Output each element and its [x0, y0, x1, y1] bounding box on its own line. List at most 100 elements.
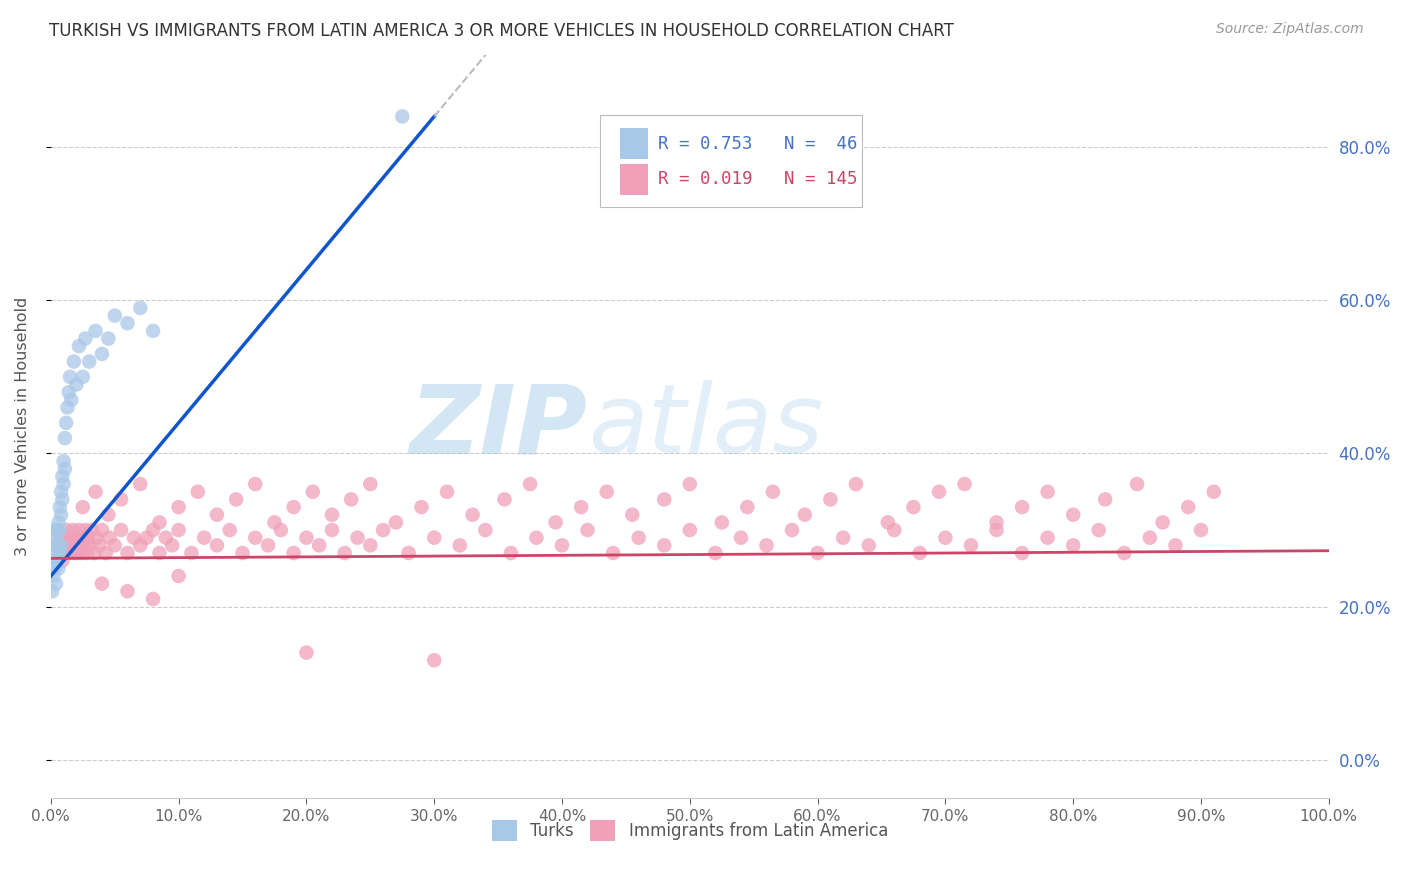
- Point: [1152, 516, 1174, 530]
- Point: [423, 531, 446, 545]
- Point: [49, 546, 72, 560]
- Point: [762, 484, 785, 499]
- Point: [65, 538, 87, 552]
- Point: [117, 584, 139, 599]
- Point: [129, 538, 152, 552]
- Point: [84, 484, 107, 499]
- Point: [48, 516, 70, 530]
- Point: [48, 538, 70, 552]
- Point: [928, 484, 950, 499]
- Point: [142, 523, 165, 537]
- Point: [97, 508, 120, 522]
- Point: [385, 516, 408, 530]
- Point: [52, 477, 75, 491]
- Point: [52, 538, 75, 552]
- Point: [908, 546, 931, 560]
- Text: atlas: atlas: [588, 380, 823, 473]
- Point: [461, 508, 484, 522]
- Point: [627, 531, 650, 545]
- Point: [117, 546, 139, 560]
- Point: [46, 523, 69, 537]
- Point: [205, 538, 228, 552]
- Point: [321, 508, 343, 522]
- Point: [45, 576, 67, 591]
- Point: [652, 538, 675, 552]
- Point: [494, 492, 516, 507]
- Point: [1114, 546, 1136, 560]
- Point: [91, 347, 114, 361]
- Point: [104, 309, 127, 323]
- Point: [59, 531, 82, 545]
- Point: [104, 538, 127, 552]
- Point: [1094, 492, 1116, 507]
- Point: [49, 484, 72, 499]
- Point: [295, 646, 318, 660]
- Point: [793, 508, 815, 522]
- Y-axis label: 3 or more Vehicles in Household: 3 or more Vehicles in Household: [15, 297, 30, 557]
- Point: [44, 523, 66, 537]
- FancyBboxPatch shape: [600, 114, 862, 208]
- Point: [162, 538, 184, 552]
- Point: [576, 523, 599, 537]
- Point: [142, 592, 165, 607]
- Point: [167, 500, 190, 514]
- Point: [60, 538, 83, 552]
- Point: [42, 538, 65, 552]
- Point: [148, 516, 170, 530]
- Point: [51, 492, 73, 507]
- Point: [398, 546, 420, 560]
- Point: [621, 508, 644, 522]
- Point: [117, 316, 139, 330]
- Point: [67, 339, 90, 353]
- Point: [333, 546, 356, 560]
- Point: [53, 431, 76, 445]
- FancyBboxPatch shape: [620, 128, 648, 159]
- Point: [41, 554, 63, 568]
- Point: [155, 531, 177, 545]
- Point: [883, 523, 905, 537]
- Point: [960, 538, 983, 552]
- Point: [423, 653, 446, 667]
- Point: [51, 469, 73, 483]
- Point: [51, 554, 73, 568]
- Point: [596, 484, 619, 499]
- Point: [780, 523, 803, 537]
- Point: [679, 523, 702, 537]
- Point: [55, 416, 77, 430]
- Point: [77, 354, 100, 368]
- Point: [110, 523, 132, 537]
- Point: [321, 523, 343, 537]
- Point: [46, 523, 69, 537]
- Point: [76, 546, 98, 560]
- Point: [75, 332, 97, 346]
- Point: [77, 531, 100, 545]
- Point: [80, 523, 103, 537]
- Point: [46, 554, 69, 568]
- Point: [142, 324, 165, 338]
- Point: [270, 523, 292, 537]
- Point: [62, 523, 84, 537]
- FancyBboxPatch shape: [620, 163, 648, 194]
- Point: [359, 538, 381, 552]
- Point: [129, 477, 152, 491]
- Point: [48, 561, 70, 575]
- Point: [67, 523, 90, 537]
- Point: [56, 538, 79, 552]
- Point: [86, 531, 108, 545]
- Point: [41, 584, 63, 599]
- Point: [44, 546, 66, 560]
- Point: [257, 538, 280, 552]
- Point: [49, 546, 72, 560]
- Point: [1164, 538, 1187, 552]
- Point: [1189, 523, 1212, 537]
- Point: [807, 546, 830, 560]
- Point: [986, 523, 1008, 537]
- Point: [122, 531, 145, 545]
- Point: [49, 523, 72, 537]
- Point: [499, 546, 522, 560]
- Point: [72, 500, 94, 514]
- Point: [730, 531, 752, 545]
- Point: [56, 401, 79, 415]
- Point: [245, 477, 267, 491]
- Point: [1177, 500, 1199, 514]
